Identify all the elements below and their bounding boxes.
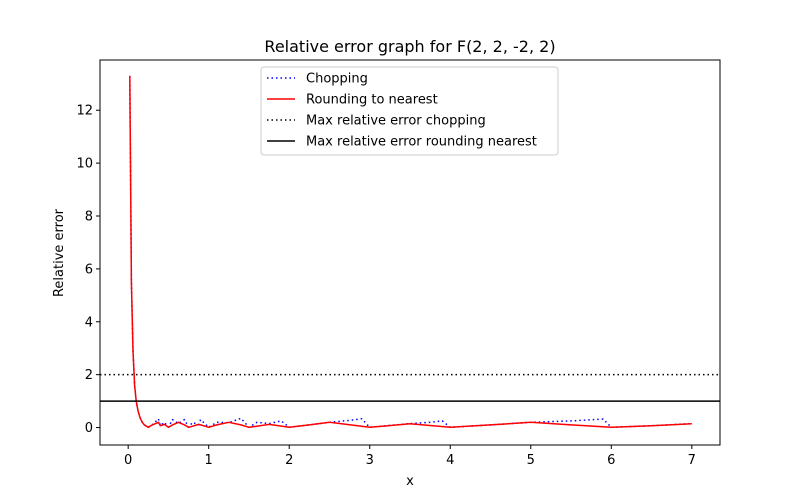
x-tick-label: 2 (285, 453, 293, 468)
plot-frame (99, 59, 721, 446)
series-line-0 (129, 75, 692, 429)
y-tick-label: 4 (85, 315, 93, 330)
legend-label: Rounding to nearest (306, 93, 438, 108)
y-tick-label: 6 (85, 262, 93, 277)
x-axis-label: x (406, 474, 414, 489)
x-tick-label: 5 (527, 453, 535, 468)
x-tick-label: 4 (446, 453, 454, 468)
legend: Chopping Rounding to nearest Max relative … (260, 66, 559, 156)
chart-title: Relative error graph for F(2, 2, -2, 2) (264, 37, 555, 56)
y-tick-label: 10 (76, 157, 93, 172)
y-axis-label: Relative error (52, 208, 67, 297)
x-tick-label: 1 (205, 453, 213, 468)
y-tick-label: 0 (85, 421, 93, 436)
y-tick-label: 12 (76, 104, 93, 119)
legend-label: Max relative error chopping (306, 114, 486, 129)
legend-label: Chopping (306, 72, 368, 87)
x-tick-label: 3 (366, 453, 374, 468)
legend-label: Max relative error rounding nearest (306, 135, 537, 150)
x-tick-label: 7 (688, 453, 696, 468)
y-tick-label: 2 (85, 368, 93, 383)
series-line-1 (129, 75, 692, 429)
x-tick-label: 6 (607, 453, 615, 468)
x-tick-label: 0 (124, 453, 132, 468)
y-tick-label: 8 (85, 210, 93, 225)
legend-frame (260, 66, 559, 156)
